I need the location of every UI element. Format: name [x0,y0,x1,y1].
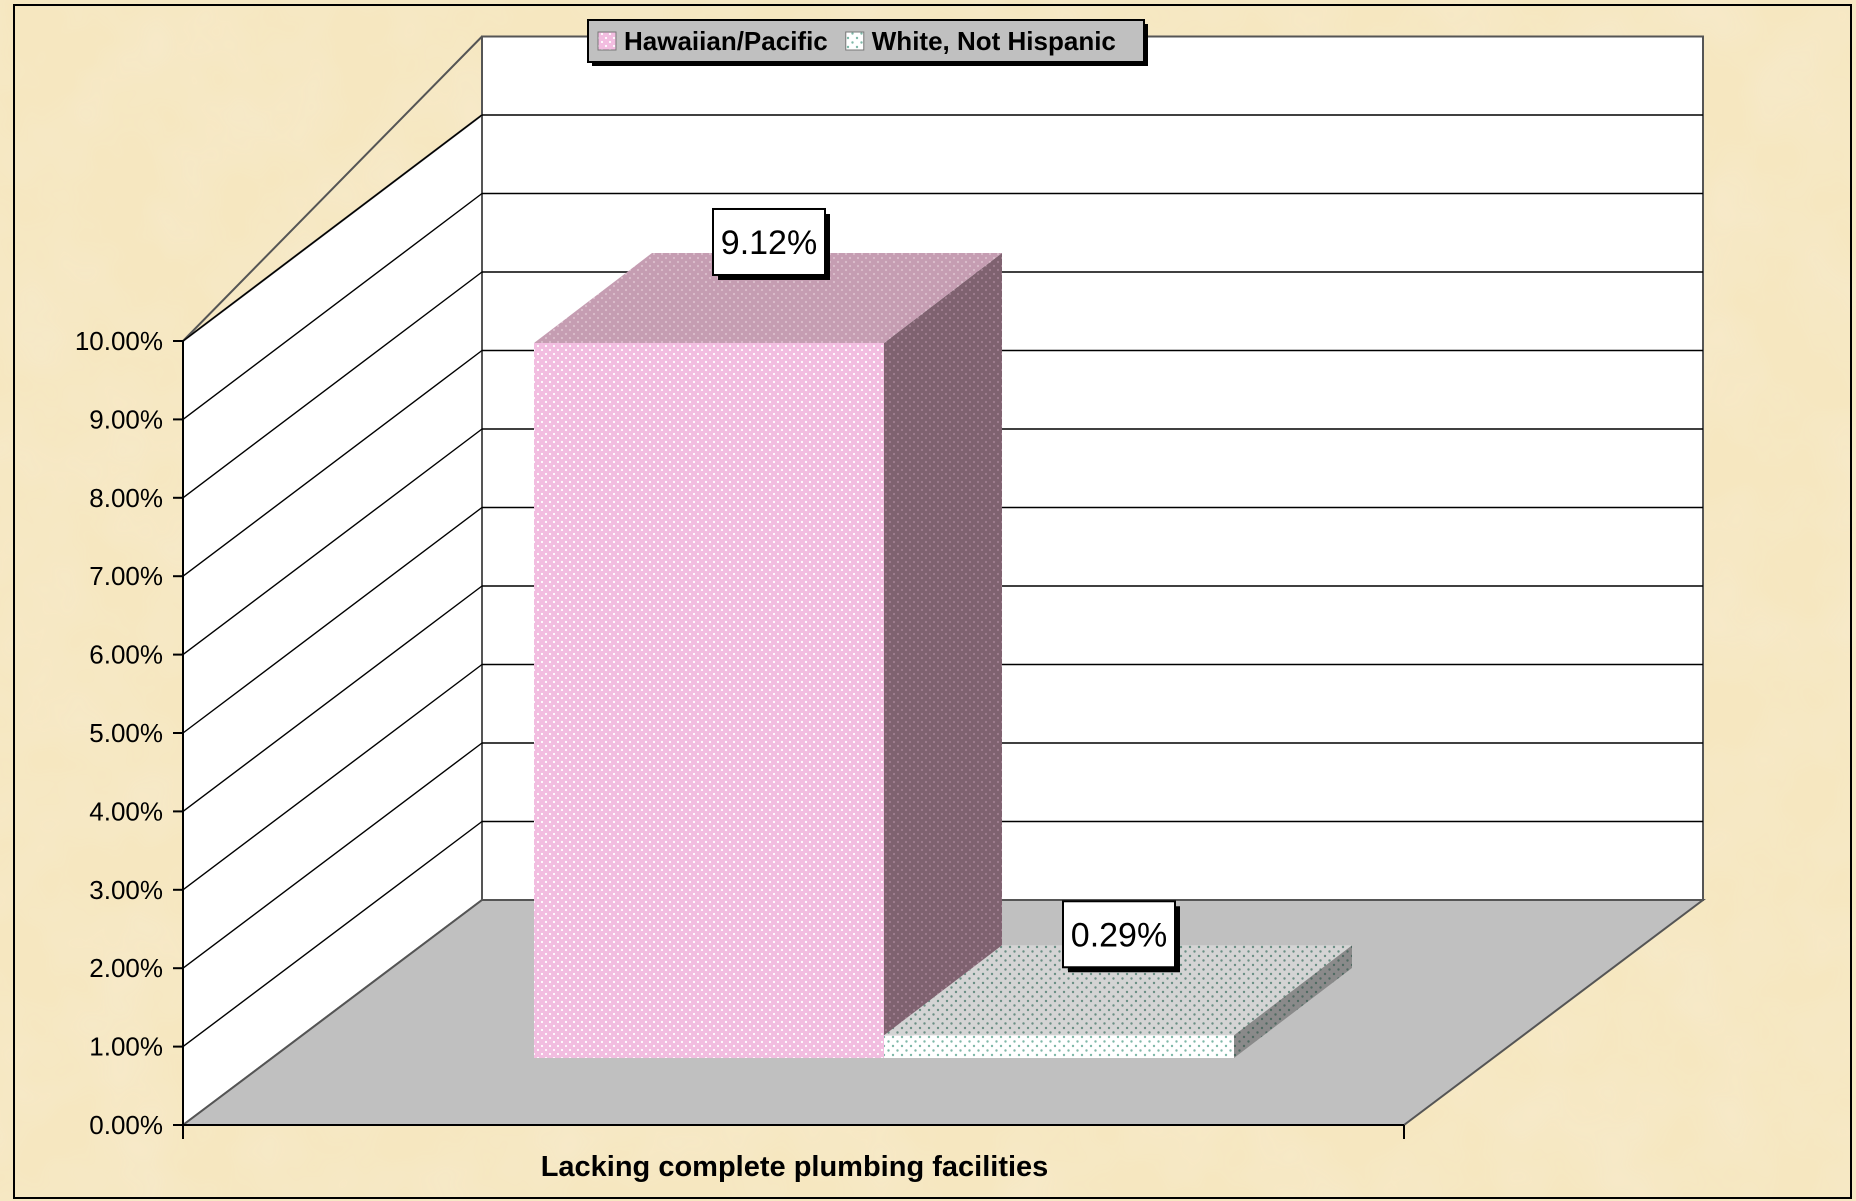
legend-entry-1: White, Not Hispanic [872,26,1116,56]
legend-swatch-1 [845,31,865,51]
gridline-side [182,820,483,1048]
plot-border [13,4,1852,1199]
y-tick-label: 9.00% [89,404,163,434]
gridline-side [182,349,483,577]
gridline-side [182,663,483,891]
legend: Hawaiian/Pacific White, Not Hispanic [587,19,1148,66]
y-tick-label: 3.00% [89,875,163,905]
y-tick-label: 8.00% [89,483,163,513]
gridline-side [182,506,483,734]
bars [534,252,1352,1058]
y-tick-label: 6.00% [89,640,163,670]
y-tick-label: 2.00% [89,953,163,983]
bar-top-0 [534,252,1002,343]
y-tick-label: 10.00% [75,326,163,356]
y-tick-label: 5.00% [89,718,163,748]
data-label-box [712,207,826,276]
y-tick-label: 7.00% [89,561,163,591]
legend-swatch-0 [597,31,617,51]
bar-1 [884,1035,1234,1058]
gridline-side [182,192,483,420]
legend-entry-0: Hawaiian/Pacific [624,26,828,56]
y-tick-label: 4.00% [89,796,163,826]
y-axis: 0.00% 1.00% 2.00% 3.00% 4.00% 5.00% 6.00% 7.00%… [75,326,1405,1140]
y-tick-label: 1.00% [89,1032,163,1062]
category-label: Lacking complete plumbing facilities [541,1151,1049,1183]
y-tick-label: 0.00% [89,1110,163,1140]
gridline-side [182,114,483,342]
gridline-side [182,428,483,656]
side-wall-top-edge [182,35,483,342]
data-label-box [1062,900,1176,969]
bar-side-1 [1234,945,1352,1058]
bar-side-0 [884,252,1002,1058]
x-axis: Lacking complete plumbing facilities [541,1151,1049,1183]
data-label: 0.29% [1071,916,1167,954]
bar-0 [534,342,884,1058]
data-label: 9.12% [721,224,817,262]
gridline-side [182,271,483,499]
legend-box [587,19,1145,63]
data-labels: 9.12% 0.29% [712,207,1180,973]
gridline-side [182,585,483,812]
bar-top-1 [884,945,1352,1036]
gridline-side [182,742,483,969]
